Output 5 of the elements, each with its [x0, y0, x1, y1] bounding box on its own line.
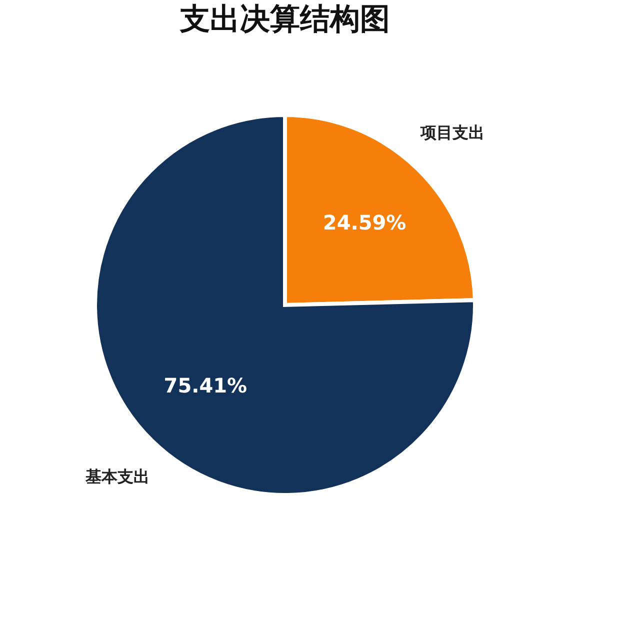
chart-title: 支出决算结构图 [179, 2, 390, 37]
data-label: 24.59% [322, 210, 406, 234]
slice-label: 基本支出 [84, 466, 150, 486]
data-label: 75.41% [164, 374, 248, 398]
slice-label: 项目支出 [420, 123, 485, 142]
